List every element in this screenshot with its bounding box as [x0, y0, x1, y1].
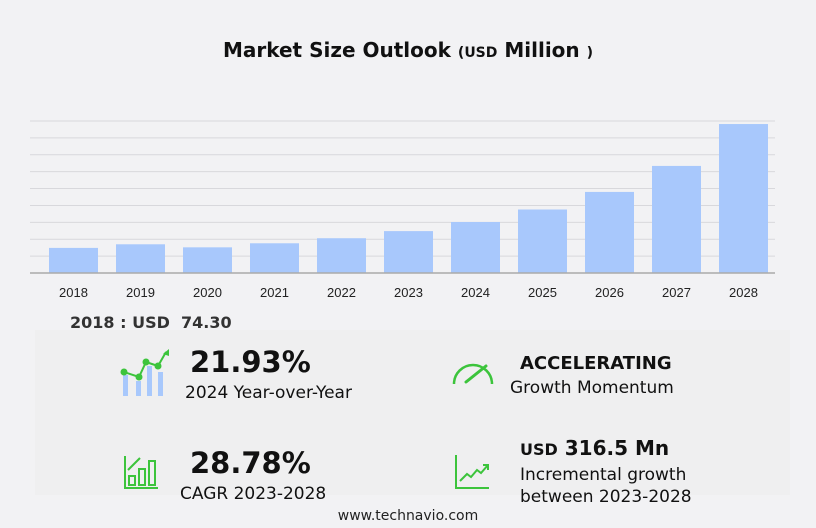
- yoy-label: 2024 Year-over-Year: [185, 383, 352, 403]
- x-tick-label: 2019: [126, 285, 155, 300]
- title-text: Market Size Outlook: [222, 38, 451, 62]
- incremental-prefix: USD: [520, 440, 558, 459]
- bar-2026: [585, 191, 634, 273]
- bar-2024: [451, 221, 500, 273]
- x-tick-label: 2022: [327, 285, 356, 300]
- momentum-value: ACCELERATING: [520, 353, 672, 374]
- x-tick-label: 2027: [662, 285, 691, 300]
- x-tick-label: 2021: [260, 285, 289, 300]
- incremental-amount: 316.5 Mn: [564, 436, 670, 460]
- x-tick-label: 2018: [59, 285, 88, 300]
- speedometer-icon: [452, 363, 494, 385]
- unit: Million: [504, 38, 580, 62]
- bar-2028: [719, 124, 768, 273]
- incremental-label-1: Incremental growth: [520, 465, 687, 485]
- cagr-value: 28.78%: [190, 446, 311, 480]
- bar-2020: [183, 247, 232, 273]
- footer-url: www.technavio.com: [337, 508, 479, 524]
- yoy-value: 21.93%: [190, 345, 311, 379]
- bar-2021: [250, 243, 299, 273]
- x-tick-label: 2028: [729, 285, 758, 300]
- x-tick-label: 2026: [595, 285, 624, 300]
- incremental-value: USD 316.5 Mn: [520, 436, 669, 460]
- base-year-label: 2018 : USD 74.30: [70, 313, 232, 332]
- growth-chart-icon: [120, 349, 169, 396]
- bar-2025: [518, 209, 567, 273]
- momentum-label: Growth Momentum: [510, 378, 674, 398]
- unit-prefix: USD: [464, 45, 498, 61]
- bar-2023: [384, 231, 433, 273]
- x-tick-label: 2025: [528, 285, 557, 300]
- x-tick-label: 2020: [193, 285, 222, 300]
- bar-2019: [116, 244, 165, 273]
- bar-chart: 2018 2019 2020 2021 2022 2023 2024 2025 2026 2027…: [30, 120, 775, 300]
- bar-2027: [652, 165, 701, 273]
- line-growth-icon: [455, 455, 489, 489]
- incremental-label-2: between 2023-2028: [520, 487, 692, 507]
- stats-panel: [35, 330, 790, 495]
- chart-title: Market Size Outlook (USD Million ): [222, 38, 594, 62]
- bar-2018: [49, 247, 98, 273]
- x-tick-label: 2023: [394, 285, 423, 300]
- bar-growth-icon: [124, 456, 158, 489]
- cagr-label: CAGR 2023-2028: [180, 484, 327, 504]
- x-tick-label: 2024: [461, 285, 490, 300]
- bar-2022: [317, 238, 366, 273]
